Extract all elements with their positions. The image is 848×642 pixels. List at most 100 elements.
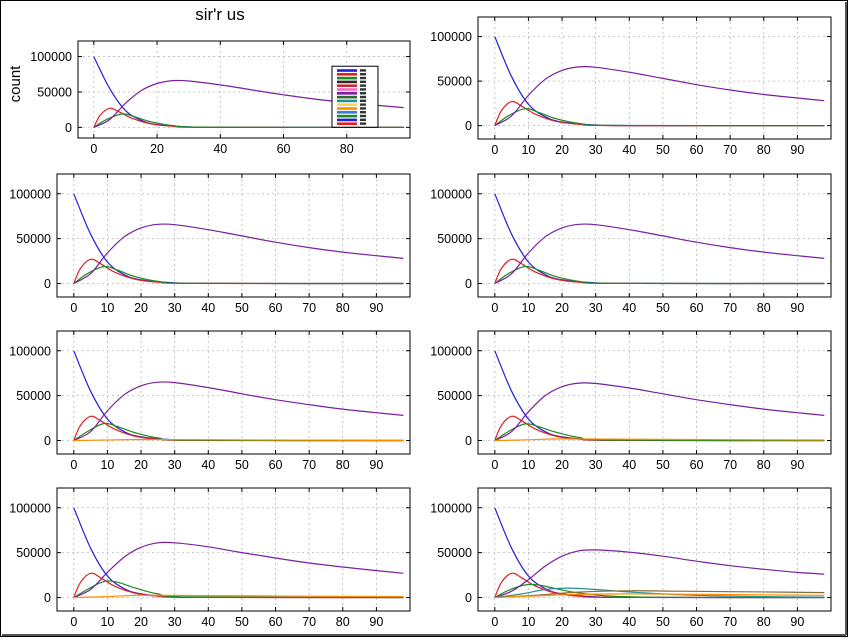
series-line-extra_orange bbox=[494, 593, 825, 599]
legend-swatch bbox=[336, 118, 357, 122]
chart-panel-row3-right: 0 10 20 30 40 50 60 70 80 90 0 50000 100000 bbox=[430, 330, 832, 472]
x-tick-label: 80 bbox=[336, 458, 350, 472]
x-tick-label: 70 bbox=[723, 458, 737, 472]
x-tick-label: 10 bbox=[100, 458, 114, 472]
legend-entry-glyph bbox=[359, 80, 366, 84]
legend-entry-glyph bbox=[359, 107, 366, 110]
y-tick-label: 50000 bbox=[37, 85, 72, 99]
x-tick-label: 90 bbox=[790, 301, 804, 315]
x-tick-label: 20 bbox=[555, 458, 569, 472]
y-tick-label: 50000 bbox=[437, 546, 472, 560]
x-tick-label: 40 bbox=[201, 301, 215, 315]
x-tick-label: 30 bbox=[589, 301, 603, 315]
x-tick-label: 70 bbox=[723, 301, 737, 315]
x-tick-label: 10 bbox=[521, 615, 535, 629]
x-tick-label: 70 bbox=[302, 301, 316, 315]
x-tick-label: 40 bbox=[622, 615, 636, 629]
plot-frame bbox=[477, 16, 832, 140]
x-tick-label: 20 bbox=[134, 301, 148, 315]
legend-entry-glyph bbox=[359, 114, 366, 118]
series-line-R bbox=[494, 382, 825, 442]
y-tick-label: 100000 bbox=[430, 501, 472, 515]
series-line-I bbox=[73, 265, 404, 285]
y-tick-label: 0 bbox=[465, 591, 472, 605]
y-tick-label: 0 bbox=[44, 434, 51, 448]
chart-panel-top-left: 0 20 40 60 80 0 50000 100000 bbox=[30, 40, 411, 156]
x-tick-label: 50 bbox=[656, 301, 670, 315]
x-tick-label: 90 bbox=[369, 301, 383, 315]
x-tick-label: 0 bbox=[70, 458, 77, 472]
figure-title: sir'r us bbox=[195, 5, 245, 24]
x-tick-label: 40 bbox=[622, 143, 636, 157]
x-tick-label: 50 bbox=[656, 615, 670, 629]
x-tick-label: 20 bbox=[555, 143, 569, 157]
legend-swatch bbox=[336, 92, 357, 95]
x-tick-label: 70 bbox=[723, 143, 737, 157]
legend-swatch bbox=[336, 76, 357, 80]
legend-swatch bbox=[336, 122, 357, 126]
x-tick-label: 60 bbox=[690, 143, 704, 157]
x-tick-label: 60 bbox=[269, 301, 283, 315]
series-line-extra_orange bbox=[73, 438, 404, 442]
legend-swatch bbox=[336, 95, 357, 99]
x-tick-label: 90 bbox=[369, 615, 383, 629]
x-tick-label: 50 bbox=[235, 458, 249, 472]
y-tick-label: 0 bbox=[465, 119, 472, 133]
series-lines bbox=[73, 193, 404, 285]
x-tick-label: 50 bbox=[235, 615, 249, 629]
y-tick-label: 0 bbox=[465, 277, 472, 291]
series-line-R bbox=[73, 223, 404, 285]
x-tick-label: 60 bbox=[690, 301, 704, 315]
x-tick-label: 70 bbox=[302, 458, 316, 472]
plot-frame bbox=[56, 173, 411, 298]
series-line-I bbox=[93, 113, 404, 128]
series-line-I bbox=[494, 583, 825, 599]
x-tick-label: 60 bbox=[690, 458, 704, 472]
x-tick-label: 90 bbox=[790, 615, 804, 629]
x-tick-label: 0 bbox=[70, 615, 77, 629]
y-tick-label: 0 bbox=[44, 277, 51, 291]
x-tick-label: 20 bbox=[150, 142, 164, 156]
x-tick-label: 40 bbox=[201, 615, 215, 629]
plot-frame bbox=[477, 487, 832, 612]
legend-entry-glyph bbox=[359, 103, 366, 106]
series-line-R bbox=[73, 381, 404, 442]
x-tick-label: 0 bbox=[491, 301, 498, 315]
x-tick-label: 0 bbox=[491, 458, 498, 472]
x-tick-label: 40 bbox=[213, 142, 227, 156]
x-tick-label: 10 bbox=[521, 458, 535, 472]
y-tick-label: 100000 bbox=[430, 30, 472, 44]
x-tick-label: 20 bbox=[555, 615, 569, 629]
x-tick-label: 80 bbox=[336, 301, 350, 315]
x-tick-label: 30 bbox=[168, 458, 182, 472]
legend-entry-glyph bbox=[359, 95, 366, 99]
series-line-extra_orange bbox=[494, 438, 825, 442]
series-line-R bbox=[494, 549, 825, 599]
x-tick-label: 0 bbox=[491, 143, 498, 157]
legend-swatch bbox=[336, 114, 357, 118]
x-tick-label: 10 bbox=[521, 143, 535, 157]
x-tick-label: 60 bbox=[269, 458, 283, 472]
series-lines bbox=[494, 507, 825, 599]
legend-entry-glyph bbox=[359, 111, 366, 114]
series-line-I bbox=[494, 108, 825, 127]
y-tick-label: 50000 bbox=[437, 75, 472, 89]
y-tick-label: 50000 bbox=[437, 389, 472, 403]
chart-panel-row3-left: 0 10 20 30 40 50 60 70 80 90 0 50000 100000 bbox=[9, 330, 411, 472]
series-lines bbox=[494, 350, 825, 442]
legend-swatch bbox=[336, 88, 357, 91]
chart-panel-row4-right: 0 10 20 30 40 50 60 70 80 90 0 50000 100000 bbox=[430, 487, 832, 629]
x-tick-label: 0 bbox=[70, 301, 77, 315]
legend bbox=[331, 65, 379, 128]
series-lines bbox=[494, 193, 825, 285]
x-tick-label: 10 bbox=[100, 615, 114, 629]
series-line-R bbox=[494, 65, 825, 127]
x-tick-label: 0 bbox=[491, 615, 498, 629]
y-tick-label: 50000 bbox=[16, 232, 51, 246]
legend-swatch bbox=[336, 73, 357, 76]
x-tick-label: 20 bbox=[555, 301, 569, 315]
x-tick-label: 80 bbox=[340, 142, 354, 156]
